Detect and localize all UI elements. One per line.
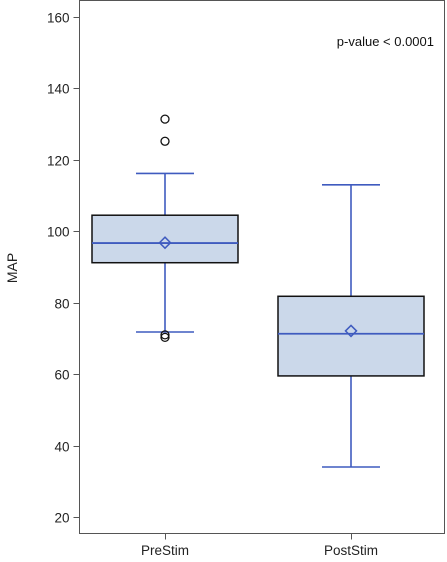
x-tick-label: PostStim <box>324 543 378 558</box>
outlier-point <box>160 114 170 124</box>
box-prestim <box>91 114 239 343</box>
plot-frame <box>79 0 445 534</box>
y-tick-label: 140 <box>47 82 70 97</box>
y-tick-label: 120 <box>47 154 70 169</box>
x-tick-label: PreStim <box>141 543 189 558</box>
outlier-point <box>160 332 170 343</box>
outlier-point <box>160 330 170 340</box>
y-tick-label: 20 <box>54 511 69 526</box>
outlier-point <box>160 136 170 146</box>
boxes <box>91 114 425 468</box>
y-tick-label: 100 <box>47 225 70 240</box>
y-tick-label: 80 <box>54 297 69 312</box>
y-axis-label: MAP <box>4 253 20 283</box>
iqr-box <box>91 214 239 264</box>
y-tick-label: 160 <box>47 11 70 26</box>
p-value-annotation: p-value < 0.0001 <box>337 34 434 49</box>
y-tick-label: 60 <box>54 368 69 383</box>
axes: 20 40 60 80 100 120 140 160 PreStim PostStim <box>47 0 445 558</box>
box-poststim <box>277 184 425 468</box>
y-tick-label: 40 <box>54 440 69 455</box>
mean-marker <box>344 324 358 338</box>
mean-marker <box>158 236 172 250</box>
